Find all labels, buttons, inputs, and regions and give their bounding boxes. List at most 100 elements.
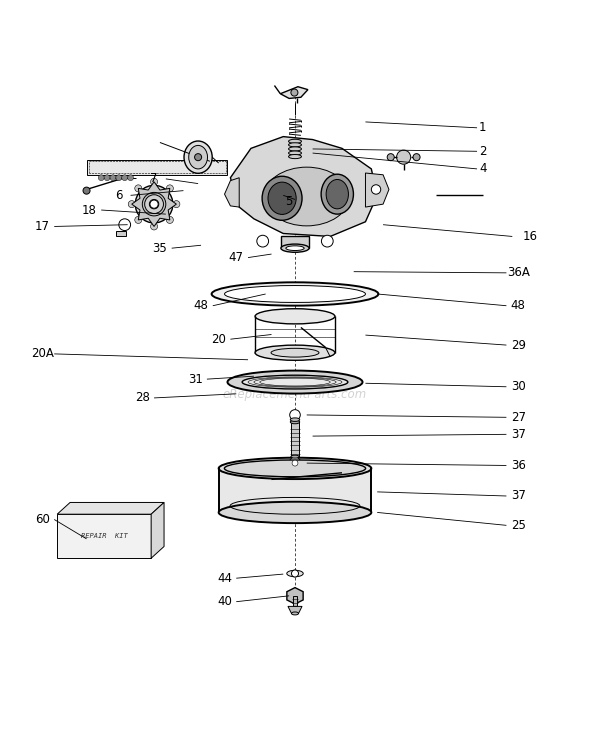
Circle shape [142,192,166,216]
Polygon shape [288,606,302,614]
Circle shape [371,185,381,194]
Ellipse shape [289,139,301,143]
Text: 47: 47 [229,251,244,264]
Circle shape [150,223,158,230]
Ellipse shape [184,141,212,173]
Text: 28: 28 [135,392,150,404]
Ellipse shape [219,458,371,479]
Text: 17: 17 [35,220,50,233]
Ellipse shape [286,246,304,250]
Text: 20: 20 [211,333,226,345]
Text: 6: 6 [115,189,123,202]
Text: 18: 18 [82,204,97,216]
Ellipse shape [291,455,299,458]
Circle shape [290,409,300,421]
Ellipse shape [225,285,365,302]
Ellipse shape [289,151,301,155]
Polygon shape [151,502,164,558]
Text: 37: 37 [511,490,526,502]
Polygon shape [231,137,377,236]
Ellipse shape [290,421,300,424]
Ellipse shape [224,460,366,477]
Ellipse shape [255,308,335,324]
Ellipse shape [281,244,309,253]
Circle shape [150,178,158,185]
Ellipse shape [268,182,296,215]
Text: 5: 5 [286,195,293,208]
Ellipse shape [271,348,319,357]
Circle shape [99,175,104,181]
Ellipse shape [242,375,348,389]
Circle shape [150,200,158,208]
Polygon shape [280,87,308,98]
Text: 7: 7 [150,172,158,186]
Ellipse shape [291,612,299,615]
Circle shape [292,460,298,466]
Polygon shape [57,502,164,514]
Bar [291,422,299,457]
Polygon shape [87,160,228,175]
Text: 31: 31 [188,373,202,386]
Text: 25: 25 [511,519,526,532]
Circle shape [122,175,127,181]
Ellipse shape [321,174,353,214]
Circle shape [110,175,116,181]
Circle shape [289,457,301,469]
Circle shape [387,154,394,160]
Circle shape [166,216,173,224]
Circle shape [127,175,133,181]
Text: 37: 37 [511,428,526,441]
Text: 2: 2 [479,145,487,158]
Text: eReplacementParts.com: eReplacementParts.com [223,389,367,401]
Bar [281,236,309,248]
Polygon shape [132,182,176,227]
Polygon shape [287,588,303,604]
Text: 36: 36 [511,459,526,472]
Text: 1: 1 [479,121,487,134]
Ellipse shape [212,282,378,305]
Circle shape [116,175,122,181]
Text: 16: 16 [522,230,537,243]
Ellipse shape [290,418,300,421]
Text: 48: 48 [194,299,208,312]
Bar [219,468,371,513]
Ellipse shape [262,176,302,220]
Circle shape [149,199,159,209]
Text: REPAIR  KIT: REPAIR KIT [81,533,127,539]
Text: 36A: 36A [507,266,530,279]
Circle shape [104,175,110,181]
Circle shape [145,195,163,213]
Ellipse shape [289,147,301,151]
Circle shape [135,185,173,223]
Polygon shape [57,514,151,558]
Circle shape [195,154,202,160]
Bar [116,230,126,236]
Ellipse shape [264,167,349,226]
Text: 40: 40 [217,595,232,609]
Circle shape [128,201,135,207]
Text: 60: 60 [35,513,50,526]
Ellipse shape [219,502,371,523]
Ellipse shape [287,571,303,577]
Circle shape [135,216,142,224]
Circle shape [413,154,420,160]
Text: 30: 30 [511,380,526,393]
Circle shape [166,185,173,192]
Circle shape [257,236,268,247]
Ellipse shape [189,146,208,169]
Text: 27: 27 [510,411,526,424]
Ellipse shape [326,180,349,209]
Ellipse shape [228,371,362,394]
Ellipse shape [255,345,335,360]
Polygon shape [225,178,239,207]
Circle shape [396,150,411,164]
Circle shape [83,187,90,194]
Circle shape [135,185,142,192]
Polygon shape [365,173,389,207]
Text: 20A: 20A [31,348,54,360]
Text: 35: 35 [153,241,168,255]
Text: 29: 29 [510,339,526,351]
Circle shape [119,219,130,230]
Circle shape [291,89,298,96]
Text: 44: 44 [217,571,232,585]
